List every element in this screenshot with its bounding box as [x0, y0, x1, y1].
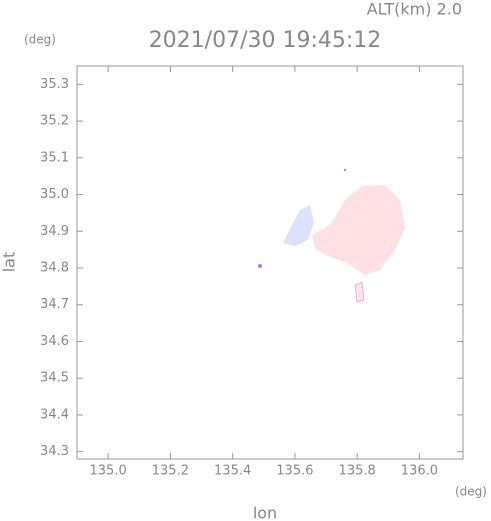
- y-tick-label: 35.0: [40, 187, 69, 202]
- y-tick-label: 34.4: [40, 407, 69, 422]
- echo-pink: [312, 185, 405, 275]
- echo-pink: [354, 281, 365, 303]
- x-tick-label: 135.8: [339, 464, 376, 479]
- x-tick-label: 136.0: [401, 464, 438, 479]
- plot-frame: [76, 65, 464, 460]
- x-unit: (deg): [455, 485, 487, 499]
- y-tick-label: 35.3: [40, 77, 69, 92]
- y-tick-label: 35.2: [40, 114, 69, 129]
- y-tick-label: 34.5: [40, 371, 69, 386]
- echo-dot: [343, 168, 347, 172]
- y-tick-label: 34.3: [40, 444, 69, 459]
- echo-dot: [258, 264, 262, 268]
- y-tick-label: 34.9: [40, 224, 69, 239]
- x-tick-label: 135.2: [152, 464, 189, 479]
- echo-blue: [283, 205, 314, 246]
- y-tick-label: 34.7: [40, 297, 69, 312]
- x-tick-label: 135.6: [276, 464, 313, 479]
- y-unit: (deg): [24, 33, 56, 47]
- chart-title: 2021/07/30 19:45:12: [149, 28, 382, 53]
- y-tick-label: 34.8: [40, 261, 69, 276]
- y-tick-label: 35.1: [40, 150, 69, 165]
- x-axis-label: lon: [253, 504, 277, 521]
- echo-area: [258, 168, 405, 303]
- y-tick-label: 34.6: [40, 334, 69, 349]
- y-axis-label: lat: [0, 252, 19, 273]
- x-tick-label: 135.4: [214, 464, 251, 479]
- x-tick-label: 135.0: [90, 464, 127, 479]
- subtitle: ALT(km) 2.0: [367, 0, 462, 19]
